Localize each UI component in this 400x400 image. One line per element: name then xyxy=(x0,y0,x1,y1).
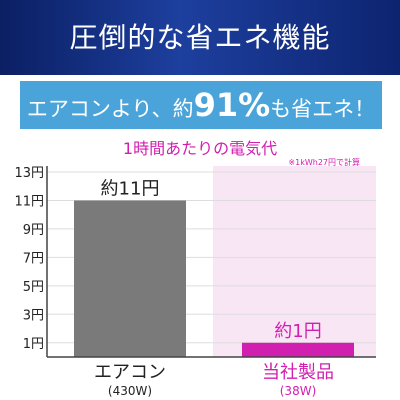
bar-product xyxy=(242,342,354,357)
y-tick-label: 3円 xyxy=(23,308,44,323)
header-banner: 圧倒的な省エネ機能 xyxy=(0,0,400,75)
data-label: 約11円 xyxy=(101,178,160,199)
savings-percent: 91% xyxy=(193,86,271,124)
chart-note: ※1kWh27円で計算 xyxy=(288,158,360,167)
bar-aircon xyxy=(74,200,186,357)
category-sublabel: (38W) xyxy=(280,384,317,398)
y-tick-label: 11円 xyxy=(14,194,44,209)
savings-prefix: エアコンより、約 xyxy=(26,97,194,121)
savings-banner: エアコンより、約91%も省エネ！ xyxy=(20,81,382,129)
savings-banner-text: エアコンより、約91%も省エネ！ xyxy=(20,81,382,129)
y-tick-label: 7円 xyxy=(23,251,44,266)
y-tick-label: 9円 xyxy=(23,223,44,238)
y-tick-label: 5円 xyxy=(23,280,44,295)
category-label: エアコン xyxy=(94,362,166,383)
savings-suffix: も省エネ！ xyxy=(270,97,376,121)
data-label: 約1円 xyxy=(274,321,321,342)
page-title: 圧倒的な省エネ機能 xyxy=(69,21,331,54)
product-panel-background xyxy=(213,166,376,357)
y-tick-label: 1円 xyxy=(23,337,44,352)
chart-title: 1時間あたりの電気代 xyxy=(122,139,278,158)
y-tick-label: 13円 xyxy=(14,166,44,181)
category-sublabel: (430W) xyxy=(108,384,152,398)
category-label: 当社製品 xyxy=(262,362,334,383)
